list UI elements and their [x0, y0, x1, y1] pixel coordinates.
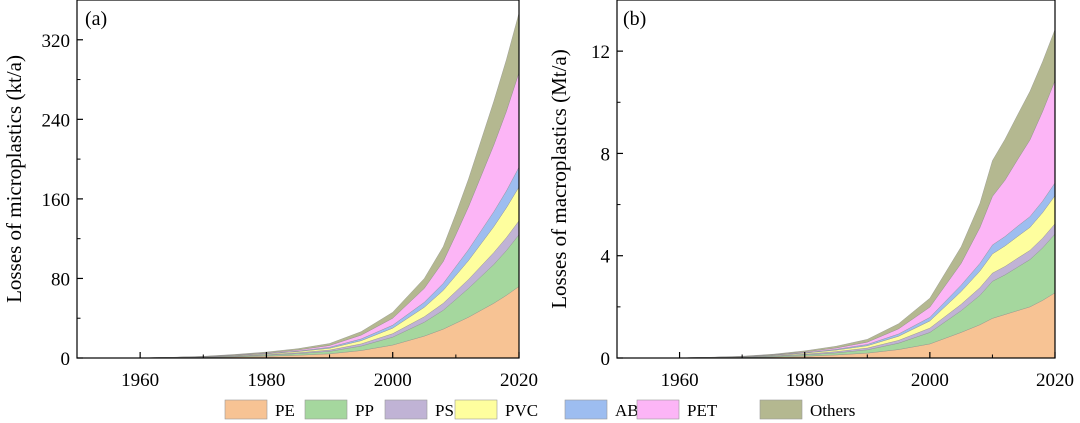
- legend-swatch-others: [759, 399, 803, 420]
- plot-frame-b: [616, 0, 1056, 359]
- panel-label-b: (b): [623, 8, 646, 30]
- area-stack-b: [617, 29, 1056, 359]
- x-tick-label-a: 2000: [374, 370, 412, 391]
- x-tick-label-a: 1980: [247, 370, 285, 391]
- legend-label-pe: PE: [275, 401, 295, 420]
- x-tick-label-a: 1960: [121, 370, 159, 391]
- y-axis-title-a: Losses of microplastics (kt/a): [2, 55, 26, 303]
- legend-swatch-pp: [304, 399, 348, 420]
- legend-swatch-abs: [564, 399, 608, 420]
- y-axis-title-b: Losses of macroplastics (Mt/a): [547, 49, 571, 309]
- y-tick-label-b: 8: [601, 144, 611, 165]
- y-tick-label-a: 320: [42, 31, 71, 52]
- panel-label-a: (a): [85, 8, 107, 30]
- x-tick-label-b: 2000: [911, 370, 949, 391]
- legend-label-pp: PP: [355, 401, 374, 420]
- legend: PE PP PS PVC ABS PET Others: [224, 399, 855, 420]
- y-tick-label-a: 160: [42, 190, 71, 211]
- legend-swatch-pe: [224, 399, 268, 420]
- y-axis-a: 0 80 160 240 320: [42, 0, 83, 370]
- y-tick-label-a: 80: [51, 269, 70, 290]
- y-tick-label-b: 12: [591, 42, 610, 63]
- panel-b: 0 4 8 12 1960 1980 2000 2020 (b) Losses of mac…: [547, 0, 1074, 391]
- x-tick-label-b: 2020: [1036, 370, 1074, 391]
- x-tick-label-a: 2020: [500, 370, 538, 391]
- legend-swatch-ps: [384, 399, 428, 420]
- y-tick-label-a: 240: [42, 110, 71, 131]
- plot-frame-a: [76, 0, 520, 359]
- legend-label-pvc: PVC: [505, 401, 538, 420]
- y-axis-b: 0 4 8 12: [591, 0, 623, 370]
- panel-a: 0 80 160 240 320 1960 1980 2000 2020 (a) Losses…: [2, 0, 538, 391]
- x-axis-a: 1960 1980 2000 2020: [76, 352, 538, 391]
- x-tick-label-b: 1980: [786, 370, 824, 391]
- legend-swatch-pvc: [454, 399, 498, 420]
- x-axis-b: 1960 1980 2000 2020: [616, 352, 1074, 391]
- legend-label-ps: PS: [435, 401, 454, 420]
- area-stack-a: [77, 12, 520, 359]
- x-tick-label-b: 1960: [661, 370, 699, 391]
- legend-swatch-pet: [636, 399, 680, 420]
- y-tick-label-b: 0: [601, 349, 611, 370]
- legend-label-pet: PET: [687, 401, 718, 420]
- legend-label-others: Others: [810, 401, 855, 420]
- y-tick-label-b: 4: [601, 247, 611, 268]
- y-tick-label-a: 0: [61, 349, 71, 370]
